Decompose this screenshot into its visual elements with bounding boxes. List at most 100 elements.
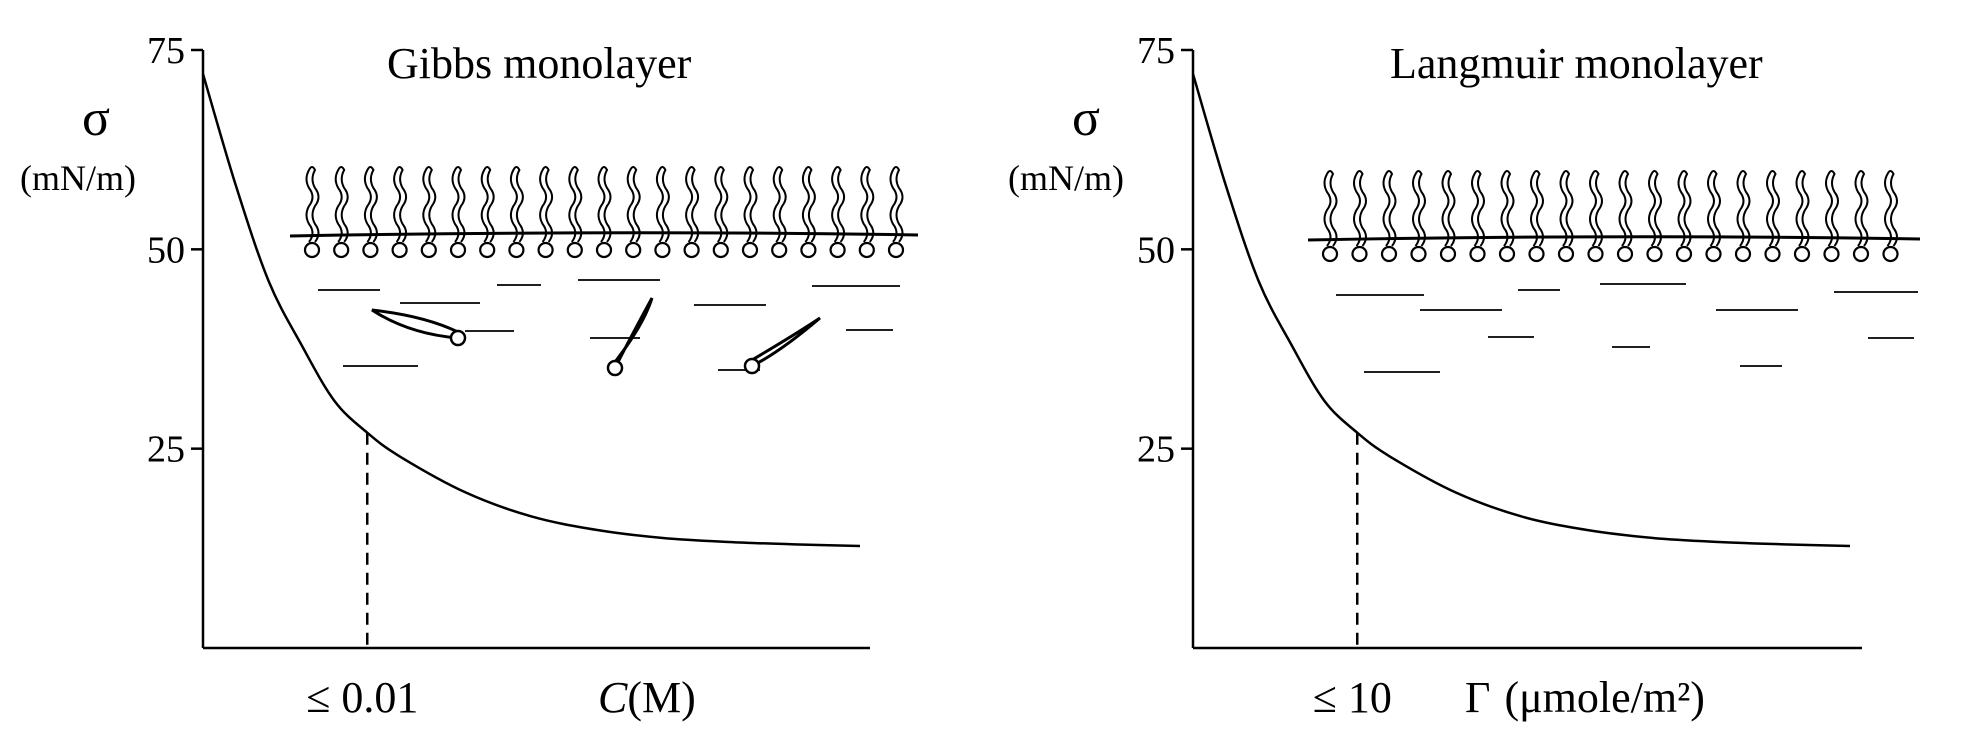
head-group	[566, 241, 583, 259]
surfactant-molecule	[1410, 170, 1427, 263]
surfactant-molecule	[1646, 170, 1663, 263]
surfactant-molecule	[362, 166, 379, 259]
y-axis-unit: (mN/m)	[20, 158, 136, 198]
hydrocarbon-tail	[1559, 170, 1574, 247]
y-axis-unit: (mN/m)	[1008, 158, 1124, 198]
surfactant-molecule	[800, 166, 817, 259]
surfactant-molecule	[1469, 170, 1486, 263]
hydrocarbon-tail	[1884, 170, 1898, 247]
monolayer-illustration	[1307, 170, 1921, 373]
hydrocarbon-tail	[1825, 170, 1839, 247]
y-tick-label: 25	[1137, 429, 1175, 471]
surfactant-molecule	[712, 166, 729, 259]
interface-line	[1307, 235, 1921, 242]
y-tick-label: 50	[1137, 229, 1175, 271]
surfactant-molecule	[1528, 170, 1545, 263]
surfactant-molecule	[1734, 170, 1752, 263]
hydrocarbon-tail	[613, 297, 654, 369]
head-group	[508, 241, 525, 259]
surfactant-molecule	[1321, 170, 1339, 263]
dissolved-surfactant	[371, 308, 467, 347]
head-group	[1882, 245, 1899, 263]
head-group	[1823, 245, 1840, 263]
head-group	[1852, 245, 1870, 263]
head-group	[1528, 245, 1545, 263]
hydrocarbon-tail	[1500, 170, 1515, 247]
dissolved-surfactant	[606, 297, 654, 377]
head-group	[1557, 245, 1575, 263]
head-group	[1764, 245, 1781, 263]
surfactant-molecule	[654, 166, 671, 259]
hydrocarbon-tail	[451, 166, 466, 243]
y-tick-label: 50	[147, 229, 185, 271]
monolayer-illustration	[289, 166, 919, 377]
surfactant-molecule	[1882, 170, 1899, 263]
head-group	[420, 241, 437, 259]
head-group	[771, 241, 788, 259]
head-group	[800, 241, 817, 259]
chart-title: Gibbs monolayer	[387, 39, 692, 88]
head-group	[479, 241, 496, 259]
hydrocarbon-tail	[334, 166, 349, 243]
x-axis-label: C(M)	[598, 673, 696, 722]
surfactant-molecule	[741, 166, 759, 259]
hydrocarbon-tail	[860, 166, 875, 243]
head-group	[1793, 245, 1811, 263]
surfactant-molecule	[537, 166, 554, 259]
hydrocarbon-tail	[1471, 170, 1485, 247]
hydrocarbon-tail	[422, 166, 437, 243]
hydrocarbon-tail	[772, 166, 787, 243]
hydrocarbon-tail	[751, 316, 821, 368]
hydrocarbon-tail	[1323, 170, 1338, 247]
hydrocarbon-tail	[801, 166, 816, 243]
surfactant-molecule	[1705, 170, 1722, 263]
hydrocarbon-tail	[371, 308, 459, 340]
surfactant-molecule	[420, 166, 437, 259]
hydrocarbon-tail	[1530, 170, 1544, 247]
head-group	[1705, 245, 1722, 263]
head-group	[1410, 245, 1427, 263]
surface-tension-curve	[1191, 73, 1851, 548]
chart-title: Langmuir monolayer	[1390, 39, 1763, 88]
hydrocarbon-tail	[1382, 170, 1397, 247]
head-group	[829, 241, 846, 259]
hydrocarbon-tail	[363, 166, 378, 243]
hydrocarbon-tail	[1353, 170, 1367, 247]
head-group	[362, 241, 379, 259]
head-group	[1321, 245, 1339, 263]
surfactant-molecule	[887, 166, 905, 259]
surfactant-molecule	[1823, 170, 1840, 263]
hydrocarbon-tail	[1766, 170, 1780, 247]
head-group	[1734, 245, 1752, 263]
hydrocarbon-tail	[305, 166, 320, 243]
hydrocarbon-tail	[889, 166, 904, 243]
x-axis-unit: (M)	[627, 673, 695, 722]
head-group	[449, 241, 467, 259]
hydrocarbon-tail	[480, 166, 495, 243]
x-marker-label: ≤ 10	[1313, 673, 1392, 722]
head-group	[683, 241, 700, 259]
head-group	[449, 329, 467, 347]
head-group	[1498, 245, 1516, 263]
surfactant-molecule	[1587, 170, 1604, 263]
x-axis-label: Γ (μmole/m²)	[1465, 673, 1705, 722]
surfactant-molecule	[1557, 170, 1575, 263]
head-group	[1439, 245, 1457, 263]
surfactant-molecule	[333, 166, 350, 259]
y-axis-symbol: σ	[82, 90, 110, 147]
hydrocarbon-tail	[597, 166, 612, 243]
head-group	[1469, 245, 1486, 263]
hydrocarbon-tail	[393, 166, 408, 243]
head-group	[333, 241, 350, 259]
head-group	[625, 241, 642, 259]
head-group	[1380, 245, 1398, 263]
surfactant-molecule	[1439, 170, 1457, 263]
surfactant-molecule	[449, 166, 467, 259]
surfactant-molecule	[1793, 170, 1811, 263]
surfactant-molecule	[858, 166, 875, 259]
hydrocarbon-tail	[1677, 170, 1692, 247]
head-group	[595, 241, 613, 259]
head-group	[858, 241, 875, 259]
